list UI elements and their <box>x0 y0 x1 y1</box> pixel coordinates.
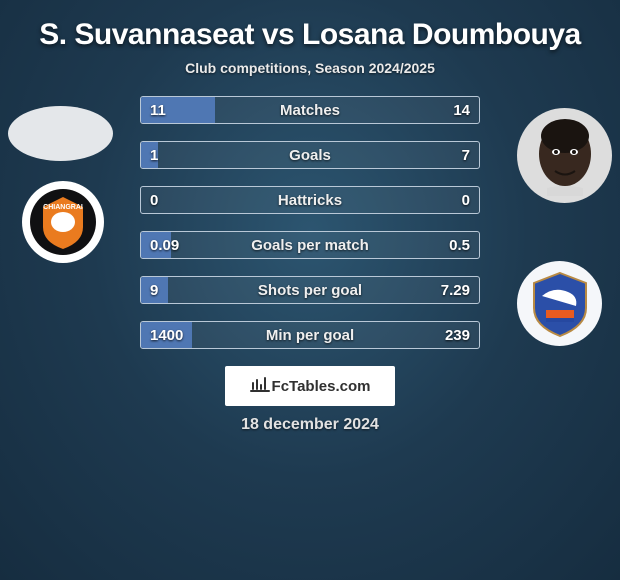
stat-value-left: 1400 <box>150 322 183 348</box>
stat-value-right: 0 <box>462 187 470 213</box>
season-subtitle: Club competitions, Season 2024/2025 <box>0 60 620 76</box>
player-left-avatar <box>8 106 113 161</box>
stat-label: Min per goal <box>141 322 479 348</box>
shield-icon: CHIANGRAI <box>28 187 98 257</box>
page-title: S. Suvannaseat vs Losana Doumbouya <box>0 0 620 60</box>
stats-bars: 11Matches14 1Goals7 0Hattricks0 0.09Goals p… <box>140 96 480 349</box>
stat-row: 0Hattricks0 <box>140 186 480 214</box>
face-icon <box>530 116 600 196</box>
stat-label: Matches <box>141 97 479 123</box>
team-right-badge <box>517 261 602 346</box>
stat-value-left: 9 <box>150 277 158 303</box>
stat-value-left: 0 <box>150 187 158 213</box>
stat-value-left: 0.09 <box>150 232 179 258</box>
stat-value-right: 239 <box>445 322 470 348</box>
stat-label: Goals per match <box>141 232 479 258</box>
shield-icon <box>524 268 596 340</box>
stat-row: 1400Min per goal239 <box>140 321 480 349</box>
player-right-avatar <box>517 108 612 203</box>
stat-value-right: 14 <box>453 97 470 123</box>
footer-date: 18 december 2024 <box>0 416 620 434</box>
stat-row: 11Matches14 <box>140 96 480 124</box>
footer-brand-text: FcTables.com <box>272 378 371 395</box>
stat-value-left: 1 <box>150 142 158 168</box>
chart-icon <box>250 376 270 397</box>
stat-row: 0.09Goals per match0.5 <box>140 231 480 259</box>
stat-label: Hattricks <box>141 187 479 213</box>
stat-value-left: 11 <box>150 97 166 123</box>
stat-label: Goals <box>141 142 479 168</box>
team-left-badge: CHIANGRAI <box>22 181 104 263</box>
stat-label: Shots per goal <box>141 277 479 303</box>
comparison-content: CHIANGRAI 11Matches141Goals70Hattricks00… <box>0 96 620 349</box>
stat-value-right: 0.5 <box>449 232 470 258</box>
stat-row: 1Goals7 <box>140 141 480 169</box>
stat-row: 9Shots per goal7.29 <box>140 276 480 304</box>
footer-brand-badge[interactable]: FcTables.com <box>225 366 395 406</box>
stat-value-right: 7 <box>462 142 470 168</box>
stat-value-right: 7.29 <box>441 277 470 303</box>
svg-text:CHIANGRAI: CHIANGRAI <box>43 204 83 211</box>
